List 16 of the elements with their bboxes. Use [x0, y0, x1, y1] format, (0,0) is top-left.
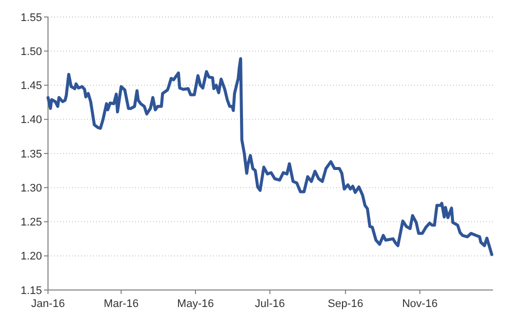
x-tick-label: Jul-16 [254, 298, 285, 310]
x-tick-label: Nov-16 [402, 298, 438, 310]
y-tick-label: 1.30 [20, 182, 42, 194]
y-tick-label: 1.40 [20, 114, 42, 126]
y-tick-label: 1.50 [20, 46, 42, 58]
y-tick-label: 1.35 [20, 148, 42, 160]
y-tick-label: 1.20 [20, 250, 42, 263]
x-tick-label: May-16 [177, 298, 214, 310]
x-tick-label: Jan-16 [31, 298, 65, 310]
y-tick-label: 1.55 [20, 12, 42, 24]
x-tick-label: Sep-16 [328, 298, 364, 310]
line-series [46, 57, 494, 256]
y-tick-label: 1.15 [20, 284, 42, 297]
y-tick-label: 1.45 [20, 80, 42, 92]
x-tick-label: Mar-16 [104, 298, 139, 310]
y-tick-label: 1.25 [20, 216, 42, 229]
